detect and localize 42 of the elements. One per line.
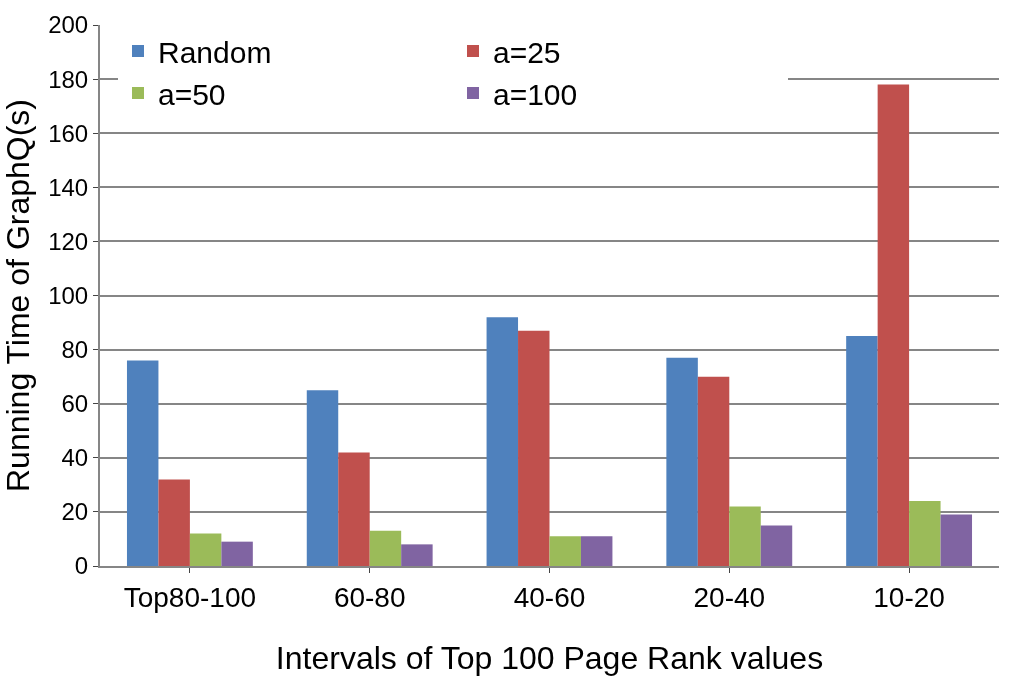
bar [158,479,190,566]
y-tick-label: 100 [48,281,89,309]
x-tick-label: 10-20 [873,581,945,613]
y-tick-label: 40 [61,444,89,472]
y-tick-label: 20 [61,498,89,526]
bar [877,84,910,566]
y-tick-label: 120 [48,227,89,255]
legend-label: a=25 [492,35,561,69]
y-tick-label: 80 [61,336,89,363]
x-tick-label: 40-60 [513,581,586,613]
y-tick-label: 140 [48,173,89,201]
y-tick-label: 60 [61,390,89,418]
x-tick-label: Top80-100 [123,581,257,613]
legend-label: Random [157,35,272,69]
bar [306,390,339,566]
bar [189,533,222,566]
bar [369,530,402,566]
y-tick-label: 180 [48,65,89,93]
y-axis-title: Running Time of GraphQ(s) [0,98,36,493]
y-tick-label: 0 [74,552,89,580]
bar [486,317,519,566]
bar [909,501,941,566]
x-tick-label: 20-40 [693,581,766,613]
y-tick-label: 200 [48,11,89,39]
bar [549,536,581,566]
legend-label: a=100 [492,77,578,111]
bar [729,506,761,566]
bar [338,452,370,566]
legend-label: a=50 [157,77,226,111]
bar [221,541,253,566]
bar [518,330,550,566]
bar [846,336,878,566]
bar [940,514,973,566]
bar [126,360,159,566]
bar [666,357,698,566]
y-tick-label: 160 [48,119,89,147]
bar [760,525,793,566]
x-axis-title: Intervals of Top 100 Page Rank values [275,640,824,676]
bar [401,544,433,566]
bar [697,376,730,566]
x-tick-label: 60-80 [333,581,406,613]
bar [580,536,613,566]
